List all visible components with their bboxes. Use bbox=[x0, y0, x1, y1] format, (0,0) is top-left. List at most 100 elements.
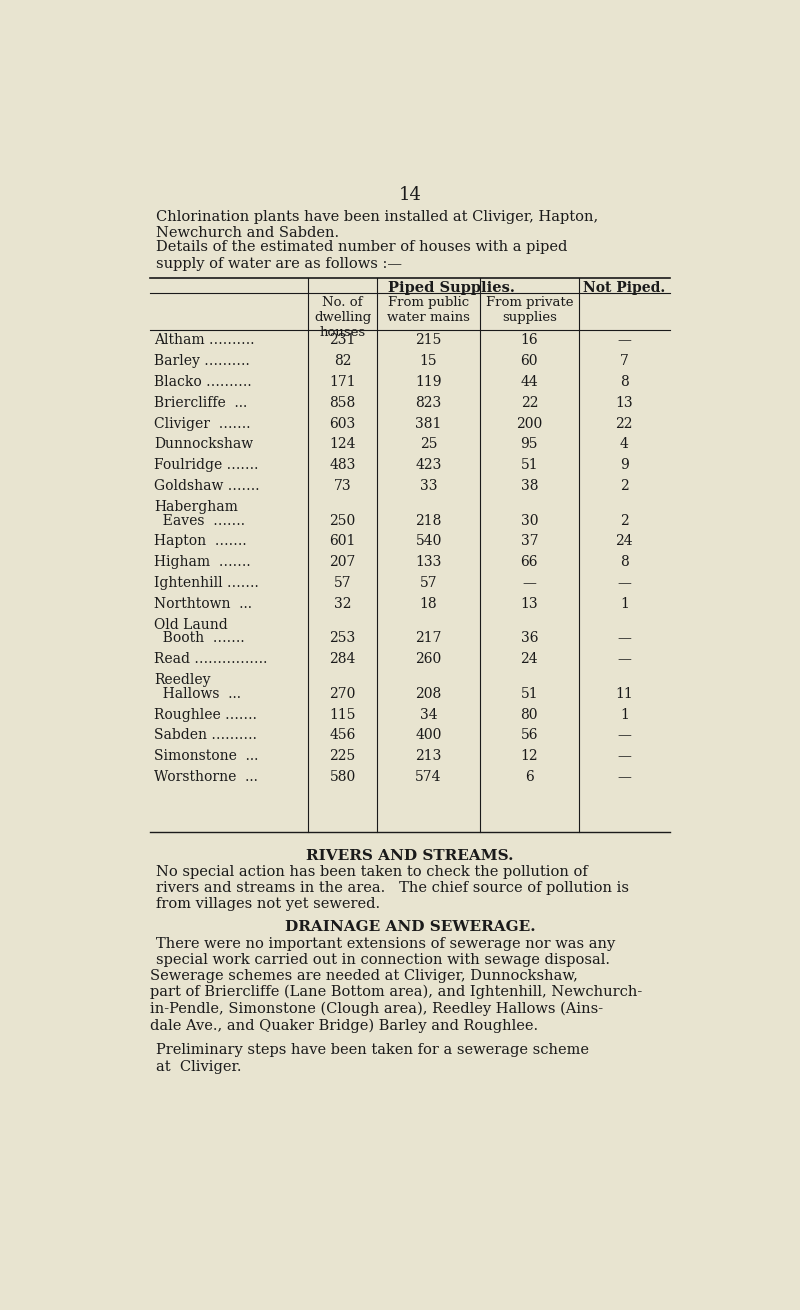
Text: 9: 9 bbox=[620, 458, 629, 472]
Text: —: — bbox=[618, 631, 631, 646]
Text: 456: 456 bbox=[330, 728, 356, 743]
Text: No. of
dwelling
houses: No. of dwelling houses bbox=[314, 296, 371, 339]
Text: 24: 24 bbox=[521, 652, 538, 667]
Text: Simonstone  ...: Simonstone ... bbox=[154, 749, 258, 764]
Text: —: — bbox=[618, 749, 631, 764]
Text: 95: 95 bbox=[521, 438, 538, 452]
Text: Blacko ……….: Blacko ………. bbox=[154, 375, 252, 389]
Text: Cliviger  …….: Cliviger ……. bbox=[154, 417, 250, 431]
Text: 22: 22 bbox=[521, 396, 538, 410]
Text: 400: 400 bbox=[415, 728, 442, 743]
Text: 250: 250 bbox=[330, 514, 356, 528]
Text: 36: 36 bbox=[521, 631, 538, 646]
Text: 57: 57 bbox=[334, 576, 351, 590]
Text: 60: 60 bbox=[521, 354, 538, 368]
Text: 119: 119 bbox=[415, 375, 442, 389]
Text: 51: 51 bbox=[521, 686, 538, 701]
Text: 18: 18 bbox=[420, 597, 438, 610]
Text: 57: 57 bbox=[420, 576, 438, 590]
Text: —: — bbox=[522, 576, 536, 590]
Text: Details of the estimated number of houses with a piped
supply of water are as fo: Details of the estimated number of house… bbox=[156, 240, 567, 271]
Text: 284: 284 bbox=[330, 652, 356, 667]
Text: Goldshaw …….: Goldshaw ……. bbox=[154, 479, 260, 493]
Text: 823: 823 bbox=[415, 396, 442, 410]
Text: Old Laund: Old Laund bbox=[154, 617, 228, 631]
Text: 207: 207 bbox=[330, 555, 356, 570]
Text: Habergham: Habergham bbox=[154, 500, 238, 514]
Text: RIVERS AND STREAMS.: RIVERS AND STREAMS. bbox=[306, 849, 514, 863]
Text: 115: 115 bbox=[330, 707, 356, 722]
Text: 213: 213 bbox=[415, 749, 442, 764]
Text: 124: 124 bbox=[330, 438, 356, 452]
Text: 381: 381 bbox=[415, 417, 442, 431]
Text: Booth  …….: Booth ……. bbox=[154, 631, 245, 646]
Text: 580: 580 bbox=[330, 770, 356, 785]
Text: 15: 15 bbox=[420, 354, 438, 368]
Text: 22: 22 bbox=[615, 417, 633, 431]
Text: From private
supplies: From private supplies bbox=[486, 296, 573, 324]
Text: Sewerage schemes are needed at Cliviger, Dunnockshaw,
part of Briercliffe (Lane : Sewerage schemes are needed at Cliviger,… bbox=[150, 969, 642, 1032]
Text: 270: 270 bbox=[330, 686, 356, 701]
Text: 133: 133 bbox=[415, 555, 442, 570]
Text: Hapton  …….: Hapton ……. bbox=[154, 534, 247, 549]
Text: 423: 423 bbox=[415, 458, 442, 472]
Text: Read …………….: Read ……………. bbox=[154, 652, 268, 667]
Text: 215: 215 bbox=[415, 334, 442, 347]
Text: 16: 16 bbox=[521, 334, 538, 347]
Text: 37: 37 bbox=[521, 534, 538, 549]
Text: 601: 601 bbox=[330, 534, 356, 549]
Text: 8: 8 bbox=[620, 375, 629, 389]
Text: 603: 603 bbox=[330, 417, 356, 431]
Text: 25: 25 bbox=[420, 438, 438, 452]
Text: Sabden ……….: Sabden ………. bbox=[154, 728, 257, 743]
Text: 200: 200 bbox=[516, 417, 542, 431]
Text: 2: 2 bbox=[620, 514, 629, 528]
Text: 13: 13 bbox=[615, 396, 633, 410]
Text: Not Piped.: Not Piped. bbox=[583, 282, 666, 295]
Text: Worsthorne  ...: Worsthorne ... bbox=[154, 770, 258, 785]
Text: 44: 44 bbox=[521, 375, 538, 389]
Text: 8: 8 bbox=[620, 555, 629, 570]
Text: 260: 260 bbox=[415, 652, 442, 667]
Text: 218: 218 bbox=[415, 514, 442, 528]
Text: There were no important extensions of sewerage nor was any
special work carried : There were no important extensions of se… bbox=[156, 937, 615, 967]
Text: 73: 73 bbox=[334, 479, 351, 493]
Text: 13: 13 bbox=[521, 597, 538, 610]
Text: 1: 1 bbox=[620, 597, 629, 610]
Text: —: — bbox=[618, 576, 631, 590]
Text: DRAINAGE AND SEWERAGE.: DRAINAGE AND SEWERAGE. bbox=[285, 920, 535, 934]
Text: 1: 1 bbox=[620, 707, 629, 722]
Text: 6: 6 bbox=[525, 770, 534, 785]
Text: —: — bbox=[618, 652, 631, 667]
Text: 2: 2 bbox=[620, 479, 629, 493]
Text: 30: 30 bbox=[521, 514, 538, 528]
Text: 32: 32 bbox=[334, 597, 351, 610]
Text: 51: 51 bbox=[521, 458, 538, 472]
Text: 483: 483 bbox=[330, 458, 356, 472]
Text: Dunnockshaw: Dunnockshaw bbox=[154, 438, 254, 452]
Text: 56: 56 bbox=[521, 728, 538, 743]
Text: —: — bbox=[618, 728, 631, 743]
Text: 66: 66 bbox=[521, 555, 538, 570]
Text: 858: 858 bbox=[330, 396, 356, 410]
Text: No special action has been taken to check the pollution of
rivers and streams in: No special action has been taken to chec… bbox=[156, 865, 629, 912]
Text: Eaves  …….: Eaves ……. bbox=[154, 514, 246, 528]
Text: 253: 253 bbox=[330, 631, 356, 646]
Text: Higham  …….: Higham ……. bbox=[154, 555, 251, 570]
Text: Northtown  ...: Northtown ... bbox=[154, 597, 252, 610]
Text: Chlorination plants have been installed at Cliviger, Hapton,
Newchurch and Sabde: Chlorination plants have been installed … bbox=[156, 210, 598, 240]
Text: Foulridge …….: Foulridge ……. bbox=[154, 458, 258, 472]
Text: 171: 171 bbox=[330, 375, 356, 389]
Text: —: — bbox=[618, 334, 631, 347]
Text: 12: 12 bbox=[521, 749, 538, 764]
Text: 24: 24 bbox=[615, 534, 633, 549]
Text: 33: 33 bbox=[420, 479, 438, 493]
Text: Barley ……….: Barley ………. bbox=[154, 354, 250, 368]
Text: 208: 208 bbox=[415, 686, 442, 701]
Text: 80: 80 bbox=[521, 707, 538, 722]
Text: 34: 34 bbox=[420, 707, 438, 722]
Text: 574: 574 bbox=[415, 770, 442, 785]
Text: Briercliffe  ...: Briercliffe ... bbox=[154, 396, 247, 410]
Text: 4: 4 bbox=[620, 438, 629, 452]
Text: Reedley: Reedley bbox=[154, 673, 210, 686]
